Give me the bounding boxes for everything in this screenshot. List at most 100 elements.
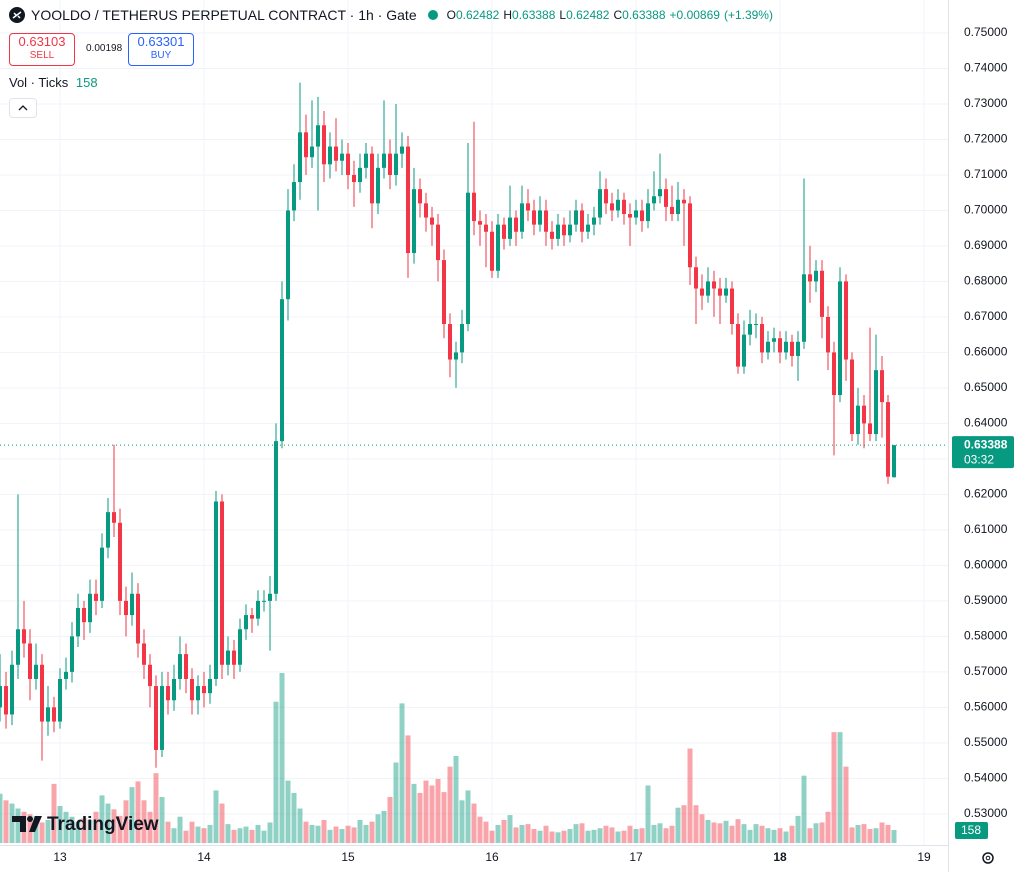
candle-body [214, 501, 218, 679]
logo-text: TradingView [47, 814, 159, 835]
volume-bar [837, 732, 843, 843]
volume-bar [267, 822, 273, 843]
volume-bar [675, 807, 681, 843]
y-tick-label: 0.64000 [964, 416, 1008, 430]
candle-body [346, 153, 350, 175]
buy-button[interactable]: 0.63301 BUY [128, 33, 194, 66]
candle-body [820, 270, 824, 317]
volume-bar [879, 822, 885, 843]
candle-body [196, 686, 200, 701]
volume-bar [531, 829, 537, 843]
volume-bar [3, 800, 9, 843]
candle-body [256, 600, 260, 619]
candle-body [586, 224, 590, 232]
candle-body [406, 146, 410, 254]
candle-body [322, 125, 326, 165]
y-tick-label: 0.65000 [964, 380, 1008, 394]
candle-body [778, 338, 782, 353]
candle-body [742, 334, 746, 367]
candle-body [838, 281, 842, 396]
y-tick-label: 0.59000 [964, 593, 1008, 607]
candle-body [832, 352, 836, 396]
buy-label[interactable]: BUY [150, 50, 172, 61]
settings-icon[interactable] [982, 852, 994, 864]
volume-bar [699, 814, 705, 843]
logo-mark [12, 816, 26, 832]
market-status [427, 10, 438, 20]
axes: 0.53000 0.54000 0.55000 0.56000 0.57000 0.580… [0, 25, 1014, 864]
volume-bar [591, 829, 597, 843]
candle-body [22, 629, 26, 644]
candle-body [622, 199, 626, 214]
sell-label[interactable]: SELL [29, 50, 55, 61]
candle-body [460, 324, 464, 353]
volume-bar [51, 783, 57, 843]
volume-bar [417, 792, 423, 843]
y-tick-label: 0.68000 [964, 274, 1008, 288]
candle-body [388, 153, 392, 175]
candle-body [808, 274, 812, 282]
candle-body [556, 224, 560, 239]
volume-bar [117, 815, 123, 843]
candle-body [430, 217, 434, 225]
settings-button[interactable] [982, 852, 994, 864]
volume-bar [477, 816, 483, 843]
volume-bar [57, 806, 63, 843]
volume-bar [513, 827, 519, 843]
logo-mark [27, 816, 33, 822]
candle-body [796, 341, 800, 356]
volume-bar [69, 816, 75, 843]
volume-bar [549, 831, 555, 843]
volume-bar [645, 785, 651, 843]
volume-bar [687, 748, 693, 843]
collapse-button[interactable] [9, 98, 37, 118]
candle-body [76, 607, 80, 637]
y-tick-label: 0.69000 [964, 238, 1008, 252]
volume-bar [345, 825, 351, 843]
volume-bar [99, 795, 105, 843]
sell-button[interactable]: 0.63103 SELL [9, 33, 75, 66]
volume-bar [525, 824, 531, 843]
buy-price[interactable]: 0.63301 [137, 34, 185, 49]
volume-bar [177, 816, 183, 843]
volume-bar [825, 811, 831, 843]
candle-body [610, 203, 614, 211]
volume-bar [279, 673, 285, 843]
volume-bar [195, 826, 201, 843]
candle-body [274, 441, 278, 594]
volume-bar [753, 824, 759, 843]
candle-body [340, 153, 344, 161]
candle-body [112, 512, 116, 523]
candle-body [856, 405, 860, 435]
volume-bar [159, 797, 165, 843]
candle-body [166, 686, 170, 701]
candle-layer [0, 82, 896, 768]
collapse-icon[interactable] [10, 99, 36, 117]
change-percent: (+1.39%) [723, 8, 773, 22]
volume-bar [429, 785, 435, 843]
volume-bar [795, 815, 801, 843]
candle-body [634, 210, 638, 218]
candle-body [172, 678, 176, 701]
volume-bar [435, 778, 441, 843]
candle-body [448, 324, 452, 360]
candle-body [616, 199, 620, 211]
candle-body [478, 221, 482, 225]
candle-body [148, 664, 152, 687]
volume-bar [453, 755, 459, 843]
candle-body [412, 189, 416, 254]
candle-body [28, 643, 32, 679]
volume-bar [495, 824, 501, 843]
volume-bar [63, 811, 69, 843]
volume-bar [387, 797, 393, 843]
sell-price[interactable]: 0.63103 [18, 34, 66, 49]
candle-body [88, 593, 92, 623]
last-price-badge [952, 436, 1014, 469]
spread: 0.00198 [86, 43, 123, 54]
candle-body [892, 445, 896, 478]
candle-body [676, 199, 680, 214]
settings-icon[interactable] [985, 855, 991, 861]
volume-bar [219, 803, 225, 843]
candle-body [886, 402, 890, 477]
